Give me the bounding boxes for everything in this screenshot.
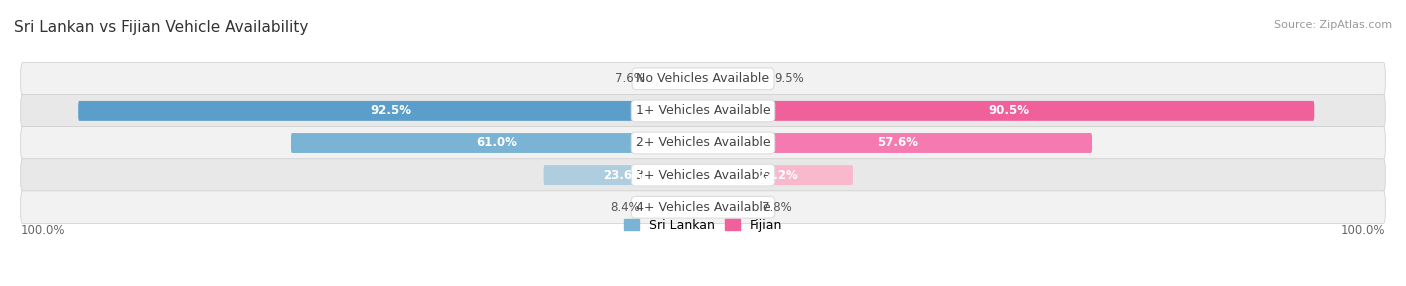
Text: 4+ Vehicles Available: 4+ Vehicles Available [636,201,770,214]
Text: 8.4%: 8.4% [610,201,640,214]
Text: 100.0%: 100.0% [21,224,65,237]
Text: 22.2%: 22.2% [758,169,799,182]
FancyBboxPatch shape [651,69,703,89]
FancyBboxPatch shape [21,191,1385,224]
Text: 9.5%: 9.5% [773,72,804,85]
FancyBboxPatch shape [703,165,853,185]
Text: 23.6%: 23.6% [603,169,644,182]
Text: 92.5%: 92.5% [370,104,411,117]
Legend: Sri Lankan, Fijian: Sri Lankan, Fijian [624,219,782,232]
Text: Source: ZipAtlas.com: Source: ZipAtlas.com [1274,20,1392,30]
Text: Sri Lankan vs Fijian Vehicle Availability: Sri Lankan vs Fijian Vehicle Availabilit… [14,20,308,35]
Text: 7.6%: 7.6% [614,72,645,85]
Text: 2+ Vehicles Available: 2+ Vehicles Available [636,136,770,150]
FancyBboxPatch shape [647,197,703,217]
FancyBboxPatch shape [21,94,1385,127]
Text: 7.8%: 7.8% [762,201,792,214]
FancyBboxPatch shape [544,165,703,185]
Text: No Vehicles Available: No Vehicles Available [637,72,769,85]
Text: 100.0%: 100.0% [1341,224,1385,237]
FancyBboxPatch shape [291,133,703,153]
FancyBboxPatch shape [703,101,1315,121]
Text: 1+ Vehicles Available: 1+ Vehicles Available [636,104,770,117]
Text: 90.5%: 90.5% [988,104,1029,117]
FancyBboxPatch shape [21,62,1385,95]
Text: 3+ Vehicles Available: 3+ Vehicles Available [636,169,770,182]
Text: 57.6%: 57.6% [877,136,918,150]
FancyBboxPatch shape [79,101,703,121]
FancyBboxPatch shape [21,127,1385,159]
FancyBboxPatch shape [703,133,1092,153]
FancyBboxPatch shape [21,159,1385,192]
Text: 61.0%: 61.0% [477,136,517,150]
FancyBboxPatch shape [703,197,755,217]
FancyBboxPatch shape [703,69,768,89]
